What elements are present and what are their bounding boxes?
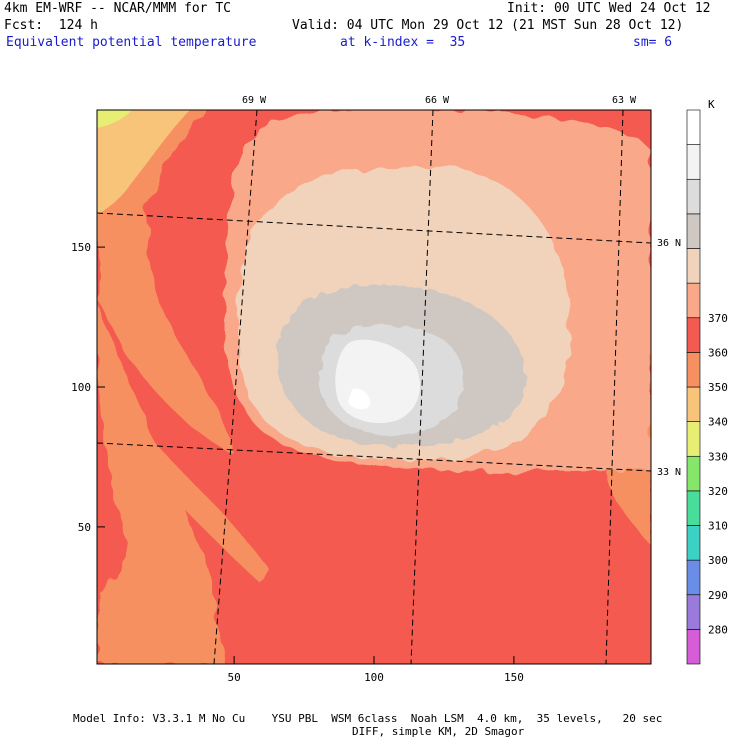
meridian-66w (410, 110, 434, 664)
colorbar-swatch (686, 352, 701, 388)
colorbar-label: 280 (708, 623, 728, 636)
model-title: 4km EM-WRF -- NCAR/MMM for TC (4, 1, 231, 16)
colorbar-label: 310 (708, 520, 728, 533)
lat-label-33n: 33 N (657, 467, 682, 478)
parallel-36n (97, 212, 651, 244)
colorbar-unit: K (708, 98, 715, 111)
x-tick-label: 100 (364, 671, 384, 684)
colorbar-swatch (686, 317, 701, 353)
forecast-hour: Fcst: 124 h (4, 18, 98, 33)
colorbar-swatch (686, 248, 701, 284)
lat-label-36n: 36 N (657, 238, 682, 249)
parallel-33n (97, 442, 651, 472)
lon-label-66w: 66 W (425, 95, 450, 106)
axis-ticks: 50 100 150 150 100 50 (71, 241, 524, 684)
meridian-69w (213, 110, 258, 664)
colorbar-swatch (686, 559, 701, 596)
y-tick-label: 50 (78, 521, 91, 534)
colorbar-swatch (686, 282, 701, 319)
colorbar-label: 370 (708, 312, 728, 325)
colorbar-swatch (686, 144, 701, 180)
model-info: Model Info: V3.3.1 M No Cu YSU PBL WSM 6… (73, 712, 663, 725)
colorbar-label: 290 (708, 589, 728, 602)
meridian-63w (605, 110, 624, 664)
colorbar-label: 330 (708, 450, 728, 463)
lon-label-69w: 69 W (242, 95, 267, 106)
colorbar-swatch (686, 386, 701, 422)
smoothing: sm= 6 (633, 35, 673, 50)
colorbar: 280 290 300 310 320 330 340 350 360 370 K (686, 98, 728, 665)
colorbar-swatch (686, 178, 701, 215)
colorbar-swatch (686, 109, 701, 145)
colorbar-swatch (686, 213, 701, 249)
colorbar-label: 360 (708, 346, 728, 359)
theta-e-field (97, 110, 651, 664)
colorbar-swatch (686, 490, 701, 526)
x-tick-label: 50 (227, 671, 240, 684)
colorbar-swatch (686, 421, 701, 457)
colorbar-swatch (686, 629, 701, 665)
band-330-west (97, 110, 235, 455)
colorbar-label: 340 (708, 416, 728, 429)
colorbar-swatch (686, 594, 701, 630)
x-tick-label: 150 (504, 671, 524, 684)
colorbar-label: 300 (708, 554, 728, 567)
colorbar-swatch (686, 525, 701, 561)
band-310-corner (97, 110, 132, 128)
diffusion-info: DIFF, simple KM, 2D Smagor (352, 725, 525, 738)
y-tick-label: 100 (71, 381, 91, 394)
init-time: Init: 00 UTC Wed 24 Oct 12 (507, 1, 711, 16)
colorbar-label: 320 (708, 485, 728, 498)
valid-time: Valid: 04 UTC Mon 29 Oct 12 (21 MST Sun … (292, 18, 684, 33)
band-320-corner (97, 110, 190, 215)
level-index: at k-index = 35 (340, 35, 466, 50)
colorbar-label: 350 (708, 381, 728, 394)
colorbar-swatch (686, 455, 701, 492)
y-tick-label: 150 (71, 241, 91, 254)
lat-lon-grid (97, 110, 651, 664)
field-name: Equivalent potential temperature (6, 35, 257, 50)
band-400 (348, 388, 371, 410)
lon-label-63w: 63 W (612, 95, 637, 106)
